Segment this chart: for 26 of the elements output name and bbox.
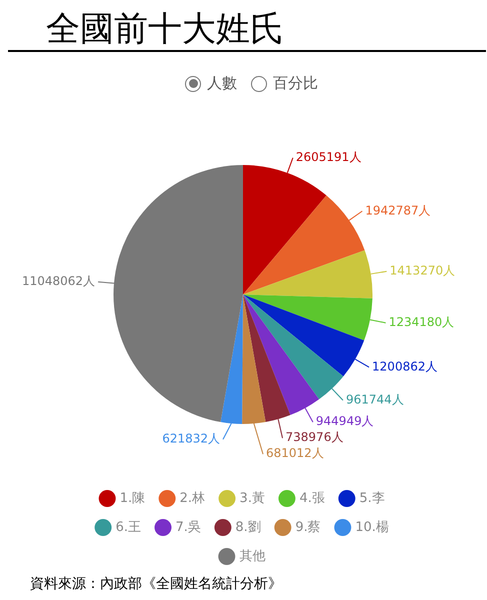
legend-label: 其他 xyxy=(239,548,266,564)
legend-label: 7.吳 xyxy=(176,520,201,535)
legend-label: 9.蔡 xyxy=(295,520,321,535)
data-label: 944949人 xyxy=(316,414,374,428)
data-label: 2605191人 xyxy=(296,150,362,164)
data-label: 961744人 xyxy=(346,392,404,406)
legend-label: 1.陳 xyxy=(120,490,146,506)
legend-label: 4.張 xyxy=(299,490,325,506)
data-label: 11048062人 xyxy=(22,274,96,288)
legend-label: 10.楊 xyxy=(355,520,389,535)
data-label: 621832人 xyxy=(162,432,220,446)
data-label: 738976人 xyxy=(286,430,344,444)
data-label: 1942787人 xyxy=(365,203,431,218)
legend-label: 6.王 xyxy=(116,520,142,535)
text: 百分比 xyxy=(273,74,318,93)
data-label: 1234180人 xyxy=(388,314,454,329)
legend-label: 5.李 xyxy=(359,490,385,506)
chart-title: 全國前十大姓氏 xyxy=(8,8,486,52)
source-note: 資料來源：內政部《全國姓名統計分析》 xyxy=(29,575,283,593)
legend-label: 2.林 xyxy=(180,490,206,506)
data-label: 1413270人 xyxy=(390,264,456,278)
data-label: 1200862人 xyxy=(372,359,438,374)
data-label: 681012人 xyxy=(266,446,324,460)
text: 人數 xyxy=(207,74,237,93)
legend-label: 8.劉 xyxy=(235,520,261,535)
legend-label: 3.黃 xyxy=(240,490,265,506)
